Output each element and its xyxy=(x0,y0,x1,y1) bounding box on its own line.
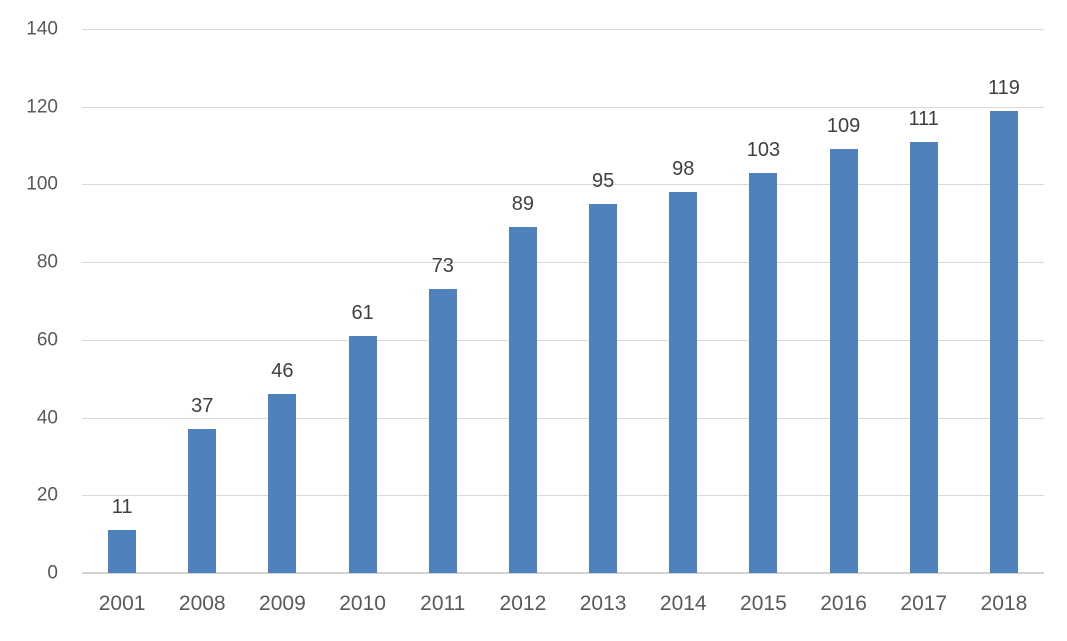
data-label-2013: 95 xyxy=(591,169,615,192)
x-axis-line xyxy=(82,572,1044,574)
gridline-y-60 xyxy=(82,339,1044,341)
data-label-2009: 46 xyxy=(271,360,294,383)
data-label-2018: 119 xyxy=(987,76,1020,99)
data-label-2010: 61 xyxy=(351,301,374,324)
data-label-2015: 103 xyxy=(746,138,781,161)
data-label-2011: 73 xyxy=(431,255,454,278)
data-label-2017: 111 xyxy=(908,107,939,130)
y-axis-tick-label-100: 100 xyxy=(26,173,58,195)
bar-slot-2009: 46 xyxy=(242,29,322,573)
bar-2009 xyxy=(268,394,297,573)
x-axis-tick-label-2018: 2018 xyxy=(980,592,1028,615)
data-label-2014: 98 xyxy=(672,158,695,181)
x-axis-tick-label-2012: 2012 xyxy=(499,592,547,615)
data-label-2012: 89 xyxy=(511,193,535,216)
gridline-y-120 xyxy=(82,106,1044,108)
bar-slot-2011: 73 xyxy=(403,29,483,573)
bar-2011 xyxy=(428,289,457,573)
data-label-2016: 109 xyxy=(826,115,861,138)
y-axis-tick-label-140: 140 xyxy=(26,18,58,40)
bar-2010 xyxy=(348,335,377,573)
y-axis-tick-label-120: 120 xyxy=(26,96,58,118)
bar-2013 xyxy=(589,203,618,573)
x-axis-tick-label-2017: 2017 xyxy=(900,592,948,615)
x-axis-tick-label-2013: 2013 xyxy=(579,592,627,615)
bar-2018 xyxy=(989,110,1018,573)
gridline-y-100 xyxy=(82,184,1044,186)
y-axis-tick-label-80: 80 xyxy=(36,251,58,273)
bar-slot-2001: 11 xyxy=(82,29,162,573)
bar-slot-2014: 98 xyxy=(643,29,723,573)
bar-2014 xyxy=(669,192,698,573)
x-axis-tick-label-2011: 2011 xyxy=(420,592,466,615)
bar-2017 xyxy=(909,141,938,573)
bar-slot-2017: 111 xyxy=(884,29,964,573)
bar-2015 xyxy=(749,172,778,573)
x-axis-tick-label-2008: 2008 xyxy=(178,592,226,615)
gridline-y-140 xyxy=(82,29,1044,30)
x-axis-tick-label-2014: 2014 xyxy=(659,592,707,615)
y-axis-tick-label-20: 20 xyxy=(36,484,58,506)
bar-slot-2016: 109 xyxy=(804,29,884,573)
bar-2001 xyxy=(108,530,137,573)
bar-2012 xyxy=(508,227,537,573)
x-axis-tick-label-2010: 2010 xyxy=(339,592,386,615)
bar-slot-2012: 89 xyxy=(483,29,563,573)
gridline-y-20 xyxy=(82,495,1044,497)
bar-2008 xyxy=(188,429,217,573)
bar-2016 xyxy=(829,149,858,573)
gridline-y-40 xyxy=(82,417,1044,419)
bar-slot-2008: 37 xyxy=(162,29,242,573)
data-label-2008: 37 xyxy=(191,395,214,418)
bar-slot-2018: 119 xyxy=(964,29,1044,573)
y-axis-tick-label-60: 60 xyxy=(36,329,58,351)
plot-area: 11 37 46 61 73 89 95 98 103 109 111 119 xyxy=(82,29,1044,574)
data-label-2001: 11 xyxy=(111,496,133,519)
bar-slot-2015: 103 xyxy=(723,29,803,573)
x-axis-tick-label-2009: 2009 xyxy=(259,592,306,615)
y-axis-tick-label-0: 0 xyxy=(47,562,58,584)
x-axis-tick-label-2016: 2016 xyxy=(820,592,867,615)
x-axis-tick-label-2001: 2001 xyxy=(98,592,146,615)
bar-slot-2013: 95 xyxy=(563,29,643,573)
gridline-y-80 xyxy=(82,262,1044,264)
x-axis-tick-label-2015: 2015 xyxy=(740,592,787,615)
bar-slot-2010: 61 xyxy=(323,29,403,573)
y-axis-tick-label-40: 40 xyxy=(36,407,58,429)
